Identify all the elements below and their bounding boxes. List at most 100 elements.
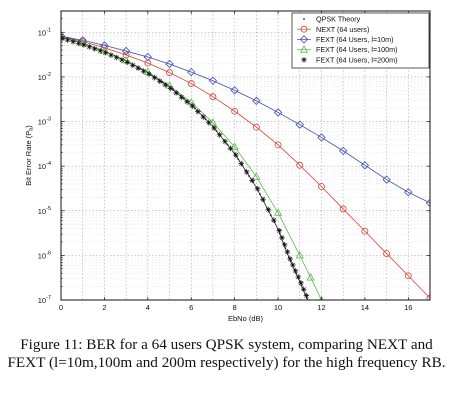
x-tick-label: 8 — [233, 303, 237, 312]
x-tick-label: 16 — [404, 303, 412, 312]
data-point-diamond — [317, 133, 326, 142]
data-point-circle — [383, 250, 390, 257]
data-point-asterisk — [233, 152, 239, 158]
data-point-asterisk — [303, 292, 310, 299]
data-point-asterisk — [91, 46, 98, 52]
data-point-asterisk — [227, 145, 234, 152]
data-point-asterisk — [205, 119, 212, 126]
data-point-asterisk — [238, 160, 245, 167]
data-point-asterisk — [97, 48, 103, 54]
data-point-asterisk — [61, 35, 65, 42]
x-tick-label: 12 — [317, 303, 325, 312]
data-point-asterisk — [135, 65, 141, 72]
data-point-asterisk — [167, 85, 174, 92]
data-point-diamond — [295, 120, 304, 129]
series-layer — [61, 31, 430, 300]
data-point-asterisk — [140, 68, 147, 74]
legend-label: NEXT (64 users) — [316, 25, 369, 34]
legend-label: QPSK Theory — [316, 15, 361, 24]
data-point-asterisk — [254, 185, 261, 192]
data-point-asterisk — [102, 49, 109, 56]
y-axis-label: Bit Error Rate (Pb) — [24, 125, 35, 186]
series-5 — [61, 35, 311, 300]
y-tick-label: 10-4 — [38, 161, 51, 171]
data-point-diamond — [165, 59, 174, 69]
legend-label: FEXT (64 Users, l=100m) — [316, 45, 398, 54]
data-point-asterisk — [301, 57, 307, 63]
data-point-diamond — [299, 35, 309, 44]
data-point-dot — [226, 143, 229, 146]
data-point-dot — [215, 130, 218, 132]
plot-frame — [60, 10, 431, 301]
data-point-diamond — [273, 108, 283, 117]
data-point-diamond — [339, 146, 348, 156]
data-point-circle — [252, 123, 260, 131]
data-point-triangle — [252, 172, 261, 180]
data-point-diamond — [230, 86, 239, 95]
series-line — [61, 36, 309, 300]
x-axis-label: EbNo (dB) — [228, 314, 264, 323]
y-axis-label-end: ) — [24, 125, 33, 128]
series-line — [61, 35, 430, 204]
data-point-asterisk — [243, 169, 250, 175]
data-point-asterisk — [276, 227, 283, 234]
data-point-diamond — [143, 52, 152, 62]
data-point-diamond — [208, 76, 218, 85]
data-point-asterisk — [279, 234, 285, 241]
data-point-asterisk — [281, 241, 288, 248]
data-point-diamond — [121, 46, 131, 56]
data-point-asterisk — [113, 54, 120, 61]
data-point-asterisk — [290, 262, 296, 268]
data-point-dot — [248, 175, 251, 177]
data-point-diamond — [425, 198, 430, 208]
data-point-asterisk — [64, 37, 71, 43]
legend-entry: FEXT (64 Users, l=200m) — [301, 55, 398, 64]
data-point-diamond — [360, 161, 370, 170]
data-point-dot — [237, 158, 240, 161]
data-point-asterisk — [300, 286, 307, 293]
data-point-circle — [404, 272, 412, 280]
data-point-asterisk — [295, 274, 302, 280]
data-point-dot — [259, 193, 261, 196]
data-point-circle — [318, 183, 325, 190]
y-tick-label: 10-5 — [38, 206, 51, 216]
data-point-asterisk — [75, 40, 82, 47]
data-point-asterisk — [222, 138, 228, 145]
data-point-asterisk — [173, 90, 179, 96]
data-point-triangle — [230, 142, 239, 150]
y-tick-label: 10-3 — [38, 117, 51, 127]
data-point-circle — [361, 227, 369, 235]
data-point-circle — [79, 38, 87, 45]
figure-caption: Figure 11: BER for a 64 users QPSK syste… — [7, 336, 446, 371]
data-point-dot — [303, 18, 305, 20]
data-point-triangle — [295, 250, 304, 259]
data-point-asterisk — [157, 78, 163, 85]
data-point-circle — [187, 80, 195, 87]
data-point-asterisk — [249, 177, 255, 184]
data-point-asterisk — [146, 71, 152, 77]
data-point-circle — [339, 205, 347, 213]
y-tick-label: 10-6 — [38, 250, 51, 260]
legend-box — [291, 12, 430, 69]
x-tick-label: 2 — [102, 303, 106, 312]
data-point-circle — [300, 25, 308, 33]
data-point-triangle — [273, 208, 283, 216]
data-point-diamond — [382, 175, 391, 184]
data-point-asterisk — [184, 98, 190, 105]
data-point-diamond — [404, 188, 413, 197]
data-point-asterisk — [81, 42, 87, 48]
data-point-asterisk — [151, 74, 158, 81]
data-point-asterisk — [271, 217, 277, 223]
data-point-asterisk — [129, 62, 136, 69]
y-tick-label: 10-7 — [38, 295, 51, 305]
series-1 — [61, 36, 309, 300]
data-point-diamond — [61, 31, 66, 41]
data-point-asterisk — [108, 52, 114, 58]
data-point-circle — [122, 51, 130, 59]
legend-entry: FEXT (64 Users, l=100m) — [297, 45, 398, 54]
y-tick-label: 10-2 — [38, 72, 51, 82]
data-point-asterisk — [284, 249, 291, 255]
data-point-asterisk — [119, 57, 125, 63]
ber-chart: 0 2 4 6 8 10 12 14 16 10-1 10-2 10-3 10-4 10-5 10-6 10-… — [24, 10, 431, 323]
